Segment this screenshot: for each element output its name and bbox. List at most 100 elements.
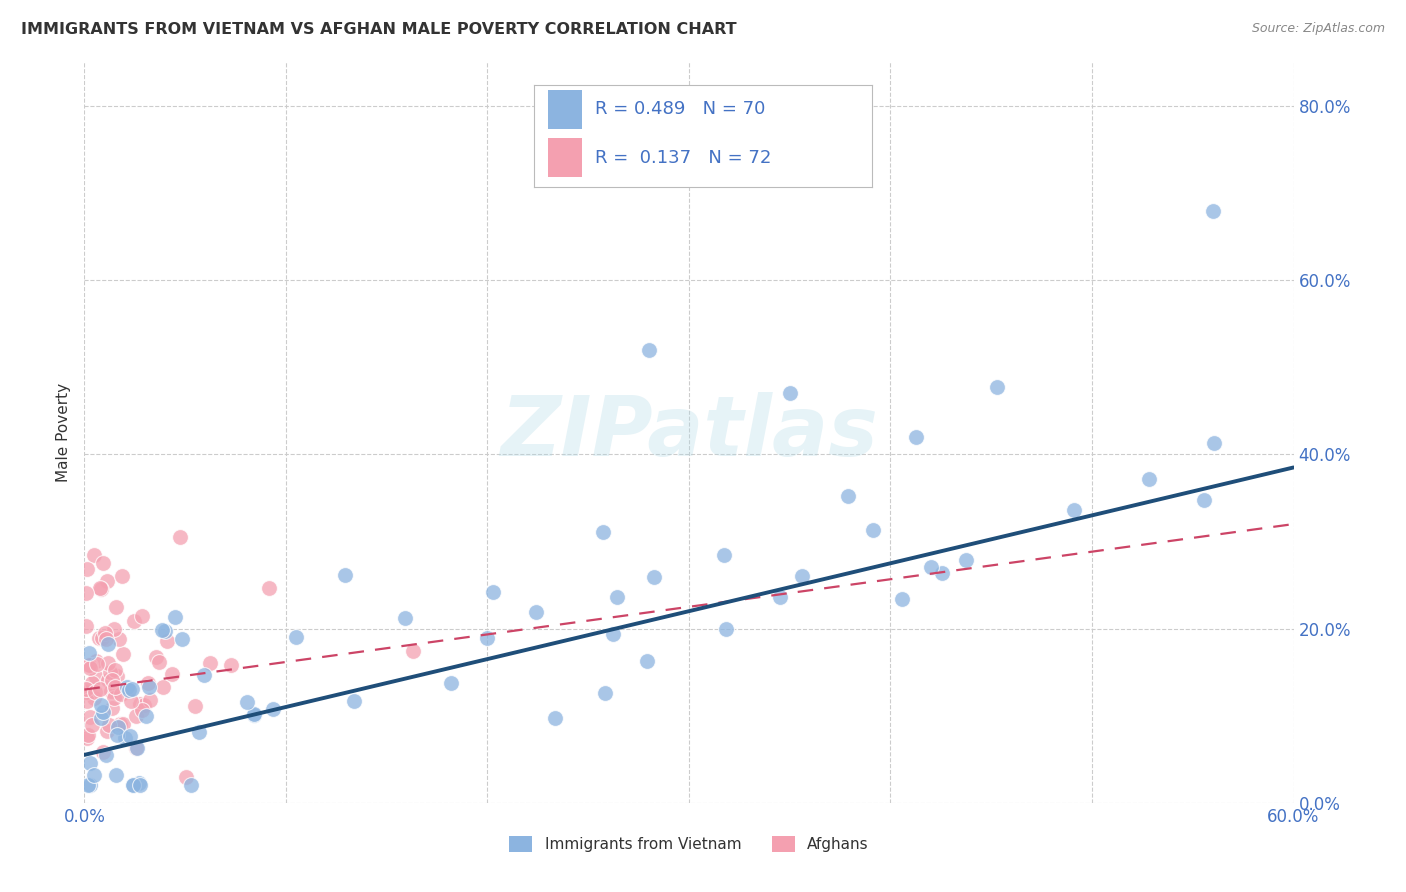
Point: [83, 548, 105, 562]
Point: [103, 622, 125, 636]
Point: [122, 615, 145, 629]
Point: [768, 591, 790, 605]
Point: [75, 685, 97, 699]
Text: IMMIGRANTS FROM VIETNAM VS AFGHAN MALE POVERTY CORRELATION CHART: IMMIGRANTS FROM VIETNAM VS AFGHAN MALE P…: [21, 22, 737, 37]
Point: [105, 728, 128, 742]
Point: [193, 667, 215, 681]
Point: [606, 590, 628, 604]
Point: [183, 698, 205, 713]
Point: [84, 670, 107, 684]
Point: [77, 646, 100, 660]
Point: [139, 692, 162, 706]
Point: [118, 683, 141, 698]
Point: [134, 698, 156, 713]
Point: [242, 706, 264, 721]
Point: [115, 680, 138, 694]
Point: [112, 647, 135, 661]
Point: [79, 756, 101, 770]
Point: [236, 695, 259, 709]
Point: [91, 705, 114, 719]
Text: R = 0.489   N = 70: R = 0.489 N = 70: [595, 101, 765, 119]
Point: [125, 740, 148, 755]
Point: [79, 778, 101, 792]
Point: [125, 741, 148, 756]
Point: [76, 562, 98, 576]
Point: [105, 768, 128, 782]
Text: ZIPatlas: ZIPatlas: [501, 392, 877, 473]
Point: [931, 566, 953, 580]
Point: [1202, 203, 1225, 218]
Point: [475, 631, 498, 645]
Point: [105, 669, 128, 683]
Point: [905, 430, 928, 444]
Point: [219, 657, 242, 672]
Point: [108, 632, 131, 646]
Point: [482, 584, 505, 599]
Point: [138, 680, 160, 694]
Point: [262, 702, 284, 716]
Point: [152, 680, 174, 694]
Point: [128, 776, 150, 790]
Point: [79, 660, 101, 674]
Point: [97, 657, 120, 671]
Point: [637, 343, 659, 357]
Point: [592, 524, 614, 539]
Point: [122, 778, 145, 792]
Point: [80, 718, 103, 732]
Point: [135, 709, 157, 723]
Point: [1192, 492, 1215, 507]
Point: [96, 574, 118, 588]
Point: [91, 745, 114, 759]
Point: [79, 658, 101, 673]
Point: [125, 709, 148, 723]
Point: [90, 582, 112, 597]
Point: [84, 685, 107, 699]
Point: [93, 626, 115, 640]
Point: [75, 619, 97, 633]
Point: [342, 694, 364, 708]
Point: [96, 747, 118, 762]
Point: [120, 694, 142, 708]
Point: [602, 626, 624, 640]
Point: [160, 667, 183, 681]
Point: [96, 724, 118, 739]
Point: [100, 683, 122, 698]
Point: [77, 728, 100, 742]
Point: [91, 556, 114, 570]
Point: [75, 585, 97, 599]
Point: [790, 569, 813, 583]
Point: [121, 682, 143, 697]
Point: [114, 731, 136, 746]
Point: [101, 701, 124, 715]
Point: [104, 600, 127, 615]
Point: [180, 778, 202, 792]
Point: [713, 548, 735, 562]
Point: [890, 592, 912, 607]
Point: [84, 654, 107, 668]
Point: [837, 489, 859, 503]
Point: [172, 632, 194, 647]
Point: [643, 570, 665, 584]
Point: [402, 643, 425, 657]
Point: [920, 559, 942, 574]
Point: [169, 530, 191, 544]
Point: [89, 698, 111, 712]
Point: [198, 656, 221, 670]
Text: R =  0.137   N = 72: R = 0.137 N = 72: [595, 149, 772, 167]
Point: [128, 697, 150, 711]
Point: [188, 724, 211, 739]
Point: [104, 681, 127, 695]
Point: [955, 553, 977, 567]
Point: [80, 675, 103, 690]
Point: [156, 634, 179, 648]
Point: [174, 770, 197, 784]
Point: [110, 716, 132, 731]
Point: [259, 581, 281, 595]
Point: [131, 703, 153, 717]
Point: [122, 778, 145, 792]
Point: [714, 622, 737, 636]
Point: [129, 778, 152, 792]
Legend: Immigrants from Vietnam, Afghans: Immigrants from Vietnam, Afghans: [503, 830, 875, 858]
Point: [98, 717, 121, 731]
Point: [440, 676, 463, 690]
